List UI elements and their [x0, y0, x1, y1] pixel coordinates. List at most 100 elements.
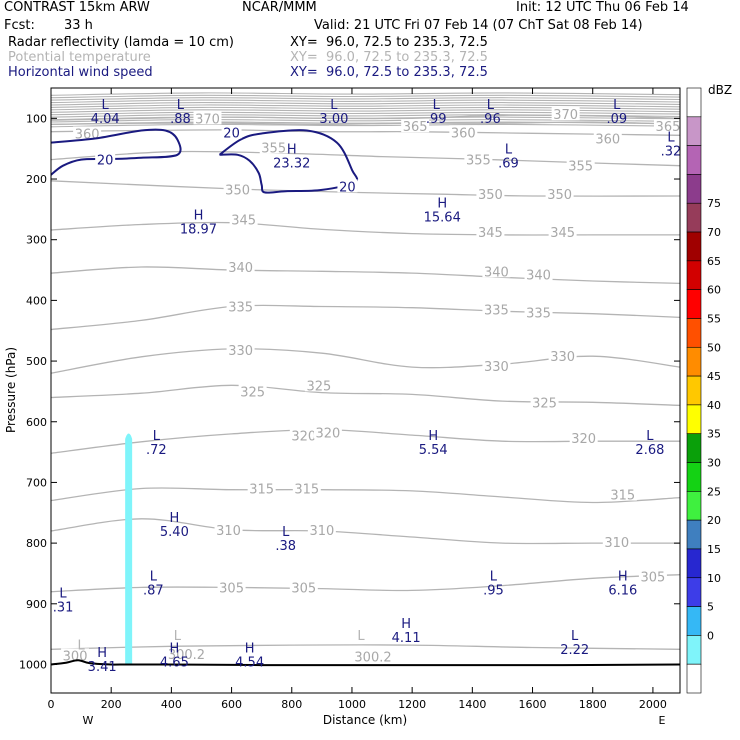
extrema-labels: L LLL4.04L.88L3.00L.99L.96L.09H23.32L.69L…: [53, 98, 682, 675]
theta-label-bg: [247, 481, 276, 495]
theta-contour-label: 335: [484, 303, 509, 318]
wind-label-bg: [221, 125, 242, 139]
theta-label-bg: [226, 299, 255, 313]
x-tick-label: 400: [161, 698, 182, 711]
theta-label-bg: [524, 267, 553, 281]
extremum-value: 3.41: [88, 660, 117, 675]
colorbar-level-label: 5: [707, 601, 714, 614]
theta-label-bg: [530, 395, 559, 409]
theta-contour-label: 350: [547, 188, 572, 203]
theta-contour-370: [50, 114, 681, 121]
x-tick-label: 600: [221, 698, 242, 711]
colorbar-level-label: 55: [707, 312, 721, 325]
extremum-low-marker: L: [613, 98, 621, 113]
theta-label-bg: [73, 126, 102, 140]
theta-extremum-l: L: [174, 629, 182, 644]
extremum-value: 18.97: [180, 223, 217, 238]
field-theta-name: Potential temperature: [8, 50, 151, 65]
theta-contour-label: 365: [656, 120, 681, 135]
theta-contour-label: 335: [526, 307, 551, 322]
init-time: Init: 12 UTC Thu 06 Feb 14: [516, 0, 689, 15]
reflectivity-field: [125, 433, 133, 665]
extremum-value: .88: [170, 112, 191, 127]
colorbar-swatch: [686, 548, 702, 579]
wind-label-bg: [337, 179, 358, 193]
reflectivity-column: [125, 433, 133, 665]
theta-label-bg: [226, 343, 255, 357]
x-tick-label: 1000: [338, 698, 366, 711]
theta-label-bg: [61, 648, 90, 662]
theta-contour-label: 345: [550, 226, 575, 241]
theta-contours: [50, 92, 681, 650]
theta-label-bg: [482, 302, 511, 316]
extremum-value: 5.40: [160, 525, 189, 540]
colorbar-level-label: 10: [707, 572, 721, 585]
theta-label-bg: [602, 534, 631, 548]
theta-contour-340: [50, 266, 681, 285]
theta-contour-label: 350: [225, 183, 250, 198]
theta-contour-label: 315: [294, 483, 319, 498]
theta-contour-label: 340: [526, 268, 551, 283]
theta-label-bg: [551, 107, 580, 121]
colorbar-swatch: [686, 577, 702, 607]
theta-label-bg: [608, 487, 637, 501]
colorbar-level-label: 40: [707, 399, 721, 412]
extremum-value: 2.22: [560, 643, 589, 658]
extremum-low-marker: L: [490, 570, 498, 585]
x-tick-label: 1600: [519, 698, 547, 711]
colorbar-swatch: [686, 202, 702, 233]
theta-label-bg: [401, 119, 430, 133]
extremum-high-marker: H: [245, 641, 255, 656]
extremum-value: 5.54: [419, 443, 448, 458]
extremum-value: .99: [426, 112, 447, 127]
x-tick-label: 1800: [579, 698, 607, 711]
x-tick-label: 1200: [398, 698, 426, 711]
theta-label-bg: [217, 580, 246, 594]
field-wind-xy: XY= 96.0, 72.5 to 235.3, 72.5: [290, 65, 488, 80]
theta-label-bg: [569, 431, 598, 445]
theta-label-bg: [524, 305, 553, 319]
theta-contour-label: 310: [309, 524, 334, 539]
y-tick-label: 800: [26, 537, 47, 550]
theta-label-bg: [223, 182, 252, 196]
axes: 100 200 300 400 500 600 700 800 900 1000 0 200 400 60…: [19, 88, 680, 711]
theta-label-bg: [482, 264, 511, 278]
theta-label-bg: [653, 119, 682, 133]
theta-label-bg: [548, 349, 577, 363]
theta-label-bg: [464, 152, 493, 166]
colorbar-swatch: [686, 260, 702, 290]
theta-contour-label: 320: [315, 427, 340, 442]
theta-contour-label: 335: [228, 300, 253, 315]
colorbar-swatch: [686, 663, 702, 694]
x-tick-label: 800: [281, 698, 302, 711]
theta-contour-upper: [50, 92, 681, 96]
theta-contour-label: 325: [306, 379, 331, 394]
extremum-high-marker: H: [170, 511, 180, 526]
wind-contour-label: 20: [97, 154, 114, 169]
fcst-value: 33 h: [64, 18, 93, 33]
theta-label-bg: [449, 125, 478, 139]
theta-label-bg: [307, 522, 336, 536]
wind-contour-label: 20: [223, 126, 240, 141]
y-tick-label: 600: [26, 416, 47, 429]
extremum-value: .96: [480, 112, 501, 127]
colorbar-swatch: [686, 433, 702, 463]
theta-contour-305: [50, 574, 681, 593]
colorbar-swatch: [686, 87, 702, 118]
theta-contour-label: 330: [550, 350, 575, 365]
theta-contour-label: 315: [610, 489, 635, 504]
x-tick-label: 1400: [458, 698, 486, 711]
extremum-low-marker: L: [571, 629, 579, 644]
extremum-value: 4.65: [160, 655, 189, 670]
theta-label-bg: [482, 358, 511, 372]
theta-label-bg: [214, 522, 243, 536]
theta-contour-label: 325: [532, 396, 557, 411]
theta-label-bg: [238, 384, 267, 398]
extremum-value: 23.32: [273, 157, 310, 172]
colorbar-swatch: [686, 462, 702, 492]
theta-label-bg: [292, 481, 321, 495]
colorbar-level-label: 15: [707, 543, 721, 556]
colorbar-level-label: 25: [707, 485, 721, 498]
theta-contour-upper: [50, 123, 681, 128]
